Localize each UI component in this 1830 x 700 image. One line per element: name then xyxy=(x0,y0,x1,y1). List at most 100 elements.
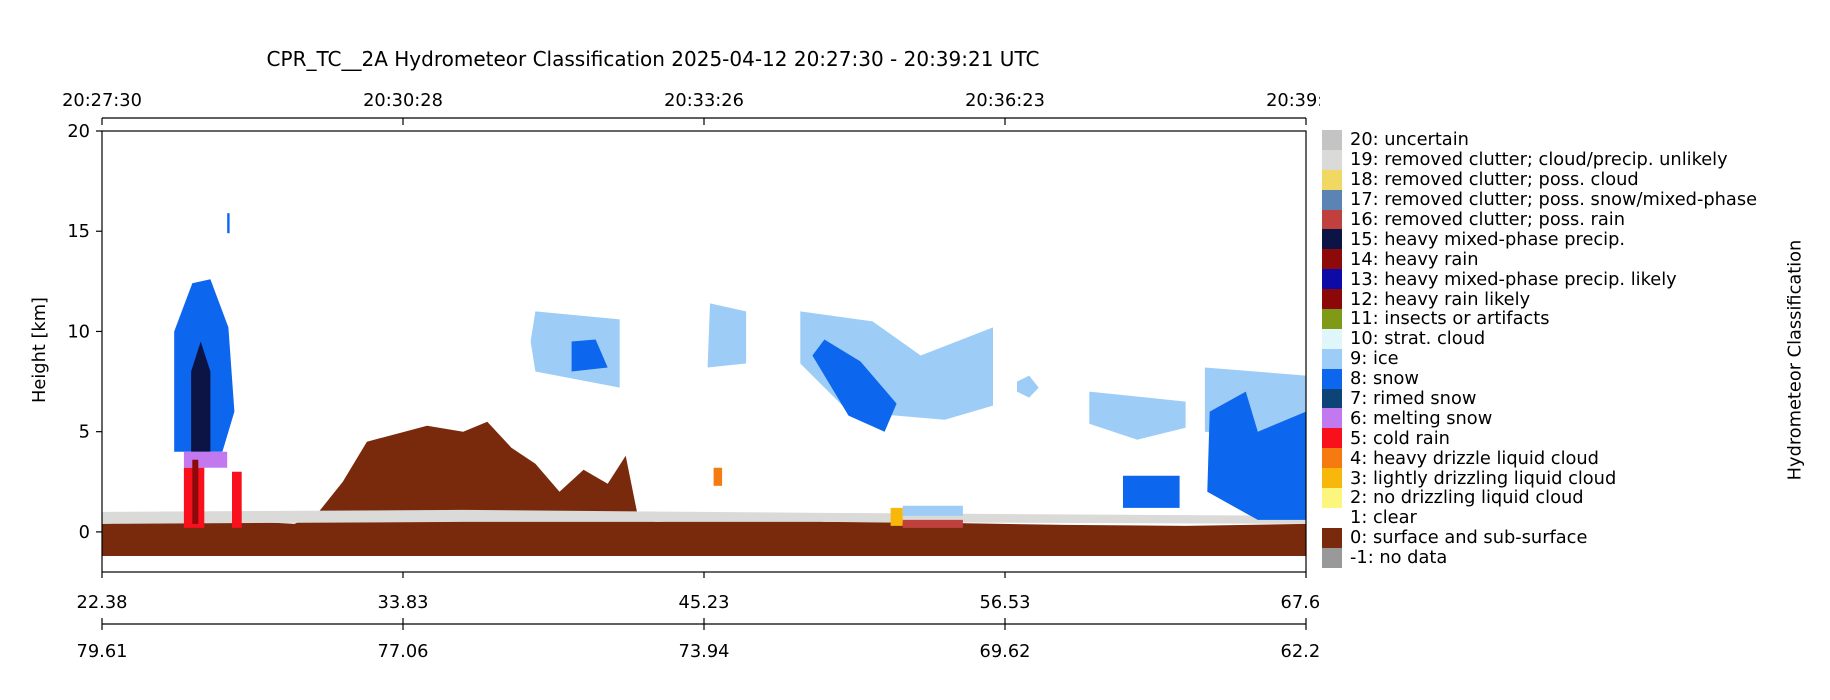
legend-item: 9: ice xyxy=(1322,348,1757,370)
legend-swatch xyxy=(1322,448,1342,469)
legend-swatch xyxy=(1322,527,1342,548)
legend-label: 16: removed clutter; poss. rain xyxy=(1350,209,1625,231)
legend-swatch xyxy=(1322,189,1342,210)
legend-label: 3: lightly drizzling liquid cloud xyxy=(1350,467,1617,489)
legend-swatch xyxy=(1322,507,1342,528)
lat-tick-label: 56.53 xyxy=(980,592,1031,613)
legend-label: 1: clear xyxy=(1350,507,1417,529)
class-region-0 xyxy=(102,421,1306,556)
legend-label: 0: surface and sub-surface xyxy=(1350,527,1588,549)
legend-swatch xyxy=(1322,408,1342,429)
lon-tick-label: 77.06 xyxy=(378,641,429,662)
legend-swatch xyxy=(1322,468,1342,489)
legend-item: 20: uncertain xyxy=(1322,129,1757,151)
time-tick-label: 20:39:21 xyxy=(1266,90,1320,111)
time-tick-label: 20:36:23 xyxy=(965,90,1045,111)
legend-item: 13: heavy mixed-phase precip. likely xyxy=(1322,268,1757,290)
class-region-8 xyxy=(1207,391,1306,520)
time-tick-label: 20:30:28 xyxy=(363,90,443,111)
legend-item: 5: cold rain xyxy=(1322,427,1757,449)
legend-item: 6: melting snow xyxy=(1322,407,1757,429)
class-region-14 xyxy=(192,459,199,524)
legend-label: 4: heavy drizzle liquid cloud xyxy=(1350,447,1599,469)
legend-item: 11: insects or artifacts xyxy=(1322,308,1757,330)
legend-swatch xyxy=(1322,547,1342,568)
chart-title: CPR_TC__2A Hydrometeor Classification 20… xyxy=(266,47,1040,71)
legend-item: 15: heavy mixed-phase precip. xyxy=(1322,228,1757,250)
legend-swatch xyxy=(1322,328,1342,349)
legend-item: 3: lightly drizzling liquid cloud xyxy=(1322,467,1757,489)
legend-item: -1: no data xyxy=(1322,547,1757,569)
legend-swatch xyxy=(1322,169,1342,190)
class-region-3 xyxy=(890,507,903,526)
legend-swatch xyxy=(1322,289,1342,310)
legend-label: 18: removed clutter; poss. cloud xyxy=(1350,169,1639,191)
legend-swatch xyxy=(1322,428,1342,449)
class-region-15 xyxy=(191,341,211,452)
lon-tick-label: 69.62 xyxy=(980,641,1031,662)
lat-tick-label: 67.62 xyxy=(1281,592,1320,613)
legend-item: 18: removed clutter; poss. cloud xyxy=(1322,169,1757,191)
legend-label: 13: heavy mixed-phase precip. likely xyxy=(1350,268,1677,290)
legend-swatch xyxy=(1322,368,1342,389)
legend-swatch xyxy=(1322,229,1342,250)
legend-swatch xyxy=(1322,149,1342,170)
legend-swatch xyxy=(1322,348,1342,369)
legend-label: 9: ice xyxy=(1350,348,1399,370)
class-region-9 xyxy=(902,505,963,516)
axes: 20 15 10 5 0 20:27:30 22.38 79.61 20:30:28 33.83 7… xyxy=(62,90,1320,662)
legend-item: 8: snow xyxy=(1322,368,1757,390)
legend-label: 15: heavy mixed-phase precip. xyxy=(1350,228,1626,250)
legend-label: 12: heavy rain likely xyxy=(1350,288,1531,310)
legend-item: 19: removed clutter; cloud/precip. unlik… xyxy=(1322,149,1757,171)
legend-item: 7: rimed snow xyxy=(1322,388,1757,410)
legend-swatch xyxy=(1322,269,1342,290)
legend-label: 2: no drizzling liquid cloud xyxy=(1350,487,1584,509)
legend-label: 11: insects or artifacts xyxy=(1350,308,1550,330)
legend-label: 5: cold rain xyxy=(1350,427,1450,449)
class-region-8 xyxy=(571,339,608,372)
class-region-4 xyxy=(713,467,723,486)
legend-item: 10: strat. cloud xyxy=(1322,328,1757,349)
legend-swatch xyxy=(1322,388,1342,409)
legend-label: 17: removed clutter; poss. snow/mixed-ph… xyxy=(1350,189,1758,211)
y-tick-label: 10 xyxy=(67,321,90,342)
class-region-8 xyxy=(1123,475,1180,508)
lon-tick-label: 62.28 xyxy=(1281,641,1320,662)
legend-item: 1: clear xyxy=(1322,507,1757,529)
legend-item: 4: heavy drizzle liquid cloud xyxy=(1322,447,1757,469)
lon-tick-label: 79.61 xyxy=(77,641,128,662)
legend-label: 7: rimed snow xyxy=(1350,388,1477,410)
class-region-9 xyxy=(707,303,747,368)
legend-item: 14: heavy rain xyxy=(1322,248,1757,270)
time-tick-label: 20:27:30 xyxy=(62,90,142,111)
class-region-19 xyxy=(102,509,1306,524)
time-tick-label: 20:33:26 xyxy=(664,90,744,111)
lon-tick-label: 73.94 xyxy=(679,641,730,662)
legend-label: 14: heavy rain xyxy=(1350,248,1479,270)
hydrometeor-plot: Height [km] 2015105020:27:3022.3879.6120… xyxy=(29,90,1320,662)
legend-swatch xyxy=(1322,309,1342,329)
legend-item: 12: heavy rain likely xyxy=(1322,288,1757,310)
class-region-5 xyxy=(232,471,242,528)
legend-swatch xyxy=(1322,209,1342,230)
classification-field xyxy=(102,213,1306,556)
class-region-9 xyxy=(1089,391,1186,440)
legend-label: -1: no data xyxy=(1350,547,1448,569)
class-region-6 xyxy=(183,451,228,468)
legend-swatch xyxy=(1322,130,1342,150)
y-axis-label: Height [km] xyxy=(29,297,50,403)
legend-item: 2: no drizzling liquid cloud xyxy=(1322,487,1757,509)
legend-label: 20: uncertain xyxy=(1350,129,1469,151)
legend-label: 6: melting snow xyxy=(1350,407,1493,429)
legend-swatch xyxy=(1322,488,1342,508)
class-region-8 xyxy=(812,339,897,432)
class-region-16 xyxy=(902,519,963,528)
class-region-8 xyxy=(227,213,230,234)
y-tick-label: 5 xyxy=(79,422,90,443)
y-tick-label: 15 xyxy=(67,221,90,242)
legend-label: 8: snow xyxy=(1350,368,1419,390)
legend-item: 17: removed clutter; poss. snow/mixed-ph… xyxy=(1322,189,1758,211)
lat-tick-label: 22.38 xyxy=(77,592,128,613)
legend-label: 19: removed clutter; cloud/precip. unlik… xyxy=(1350,149,1728,171)
